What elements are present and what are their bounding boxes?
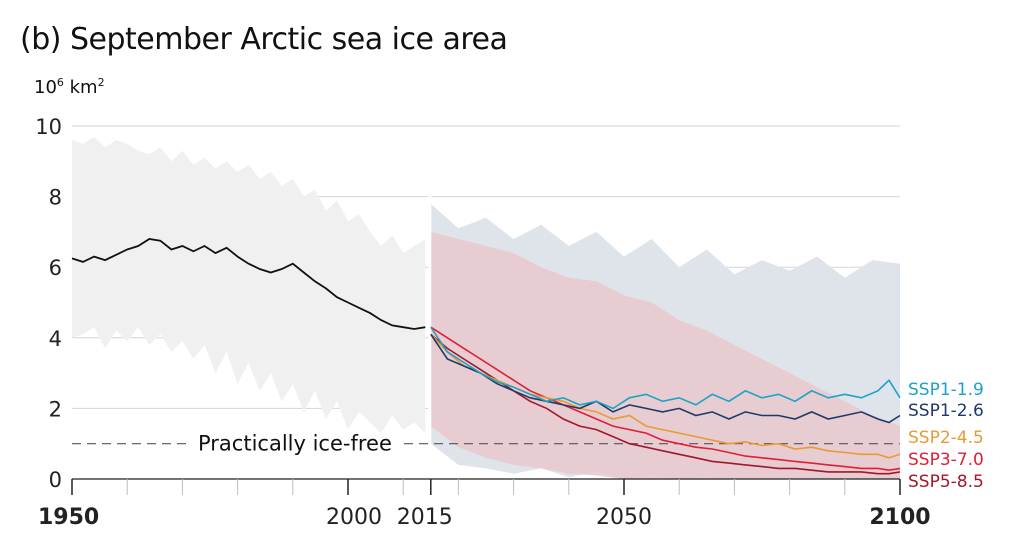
series-line-ssp1-26 [430, 333, 901, 424]
legend-label-ssp1-19: SSP1-1.9 [908, 380, 984, 400]
threshold-label: Practically ice-free [198, 432, 392, 456]
x-tick-label-1950: 1950 [38, 505, 99, 530]
ssp585-range-band [430, 231, 900, 479]
legend-label-ssp3-70: SSP3-7.0 [908, 450, 984, 470]
y-tick-label-2: 2 [49, 397, 62, 421]
series-line-ssp1-19 [430, 326, 901, 410]
x-tick-label-2000: 2000 [326, 505, 382, 530]
x-tick-label-2015: 2015 [397, 505, 453, 530]
legend-label-ssp1-26: SSP1-2.6 [908, 401, 984, 421]
unit-base: 10 [34, 77, 57, 98]
y-tick-label-8: 8 [49, 186, 62, 210]
series-line-ssp3-70 [430, 326, 901, 472]
unit-km: km [63, 77, 98, 98]
y-tick-label-6: 6 [49, 256, 62, 280]
y-tick-label-4: 4 [49, 327, 62, 351]
historical-line [71, 238, 426, 330]
unit-exponent: 6 [56, 76, 64, 89]
chart-title: (b) September Arctic sea ice area [20, 22, 508, 57]
x-tick-label-2050: 2050 [596, 505, 652, 530]
legend-label-ssp2-45: SSP2-4.5 [908, 428, 984, 448]
x-tick-label-2100: 2100 [869, 505, 930, 530]
y-tick-label-10: 10 [35, 115, 62, 139]
y-axis-unit: 106 km2 [34, 76, 105, 98]
y-tick-label-0: 0 [49, 468, 62, 492]
historical-range-band [72, 136, 426, 434]
legend-label-ssp5-85: SSP5-8.5 [908, 472, 984, 492]
unit-squared: 2 [97, 76, 105, 89]
